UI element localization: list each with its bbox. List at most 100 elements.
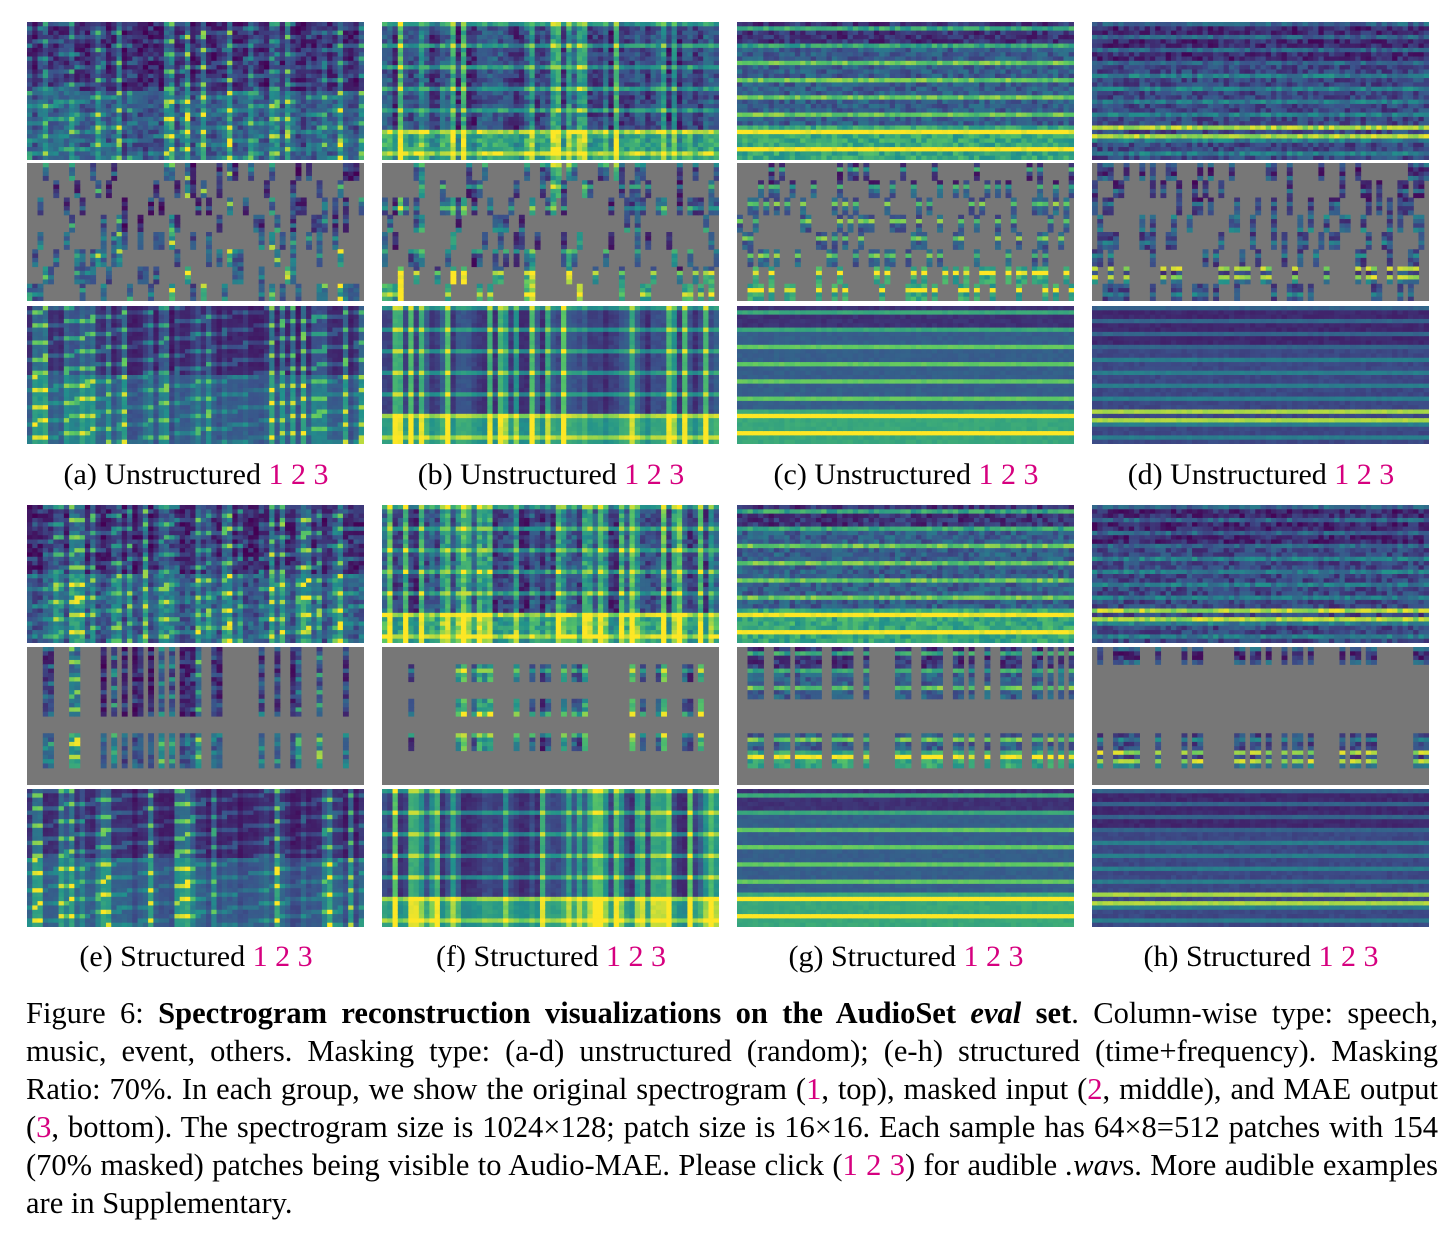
spectrogram-original-g-svg — [737, 505, 1074, 643]
audio-link-a-2[interactable]: 2 — [291, 458, 306, 491]
subcaption-h: (h) Structured 1 2 3 — [1084, 940, 1438, 974]
caption-bold-b: set — [1021, 996, 1072, 1030]
spectrogram-masked-e — [27, 647, 364, 785]
audio-link-h-2[interactable]: 2 — [1341, 940, 1356, 973]
subcaption-label-b: (b) Unstructured — [418, 458, 625, 491]
spectrogram-masked-f-svg — [382, 647, 719, 785]
spectrogram-original-e — [27, 505, 364, 643]
audio-link-g-2[interactable]: 2 — [986, 940, 1001, 973]
subcaption-label-a: (a) Unstructured — [64, 458, 269, 491]
caption-link-2[interactable]: 2 — [1087, 1072, 1102, 1106]
spectrogram-original-a-svg — [27, 22, 364, 160]
spectrogram-original-d-svg — [1092, 22, 1429, 160]
subcaption-e: (e) Structured 1 2 3 — [19, 940, 373, 974]
audio-link-b-1[interactable]: 1 — [624, 458, 639, 491]
audio-link-b-2[interactable]: 2 — [647, 458, 662, 491]
spectrogram-original-c-svg — [737, 22, 1074, 160]
spectrogram-reconstruction-d-svg — [1092, 306, 1429, 444]
spectrogram-masked-f — [382, 647, 719, 785]
spectrogram-original-b — [382, 22, 719, 160]
spectrogram-masked-b-svg — [382, 163, 719, 301]
spectrogram-masked-a-svg — [27, 163, 364, 301]
spectrogram-original-b-svg — [382, 22, 719, 160]
caption-text-2: , top), masked input ( — [821, 1072, 1087, 1106]
spectrogram-reconstruction-b — [382, 306, 719, 444]
spectrogram-reconstruction-g-svg — [737, 789, 1074, 927]
spectrogram-reconstruction-d — [1092, 306, 1429, 444]
audio-link-f-2[interactable]: 2 — [628, 940, 643, 973]
audio-link-h-1[interactable]: 1 — [1318, 940, 1333, 973]
subcaption-label-d: (d) Unstructured — [1128, 458, 1335, 491]
audio-link-d-3[interactable]: 3 — [1379, 458, 1394, 491]
subcaption-label-c: (c) Unstructured — [774, 458, 979, 491]
spectrogram-masked-c-svg — [737, 163, 1074, 301]
spectrogram-reconstruction-f-svg — [382, 789, 719, 927]
caption-link-1[interactable]: 1 — [806, 1072, 821, 1106]
audio-link-b-3[interactable]: 3 — [669, 458, 684, 491]
spectrogram-masked-c — [737, 163, 1074, 301]
spectrogram-reconstruction-g — [737, 789, 1074, 927]
audio-link-d-2[interactable]: 2 — [1357, 458, 1372, 491]
spectrogram-masked-g — [737, 647, 1074, 785]
audio-link-c-1[interactable]: 1 — [978, 458, 993, 491]
spectrogram-reconstruction-c-svg — [737, 306, 1074, 444]
caption-text-6: s. More audible examples are in Suppleme… — [26, 1148, 1438, 1220]
audio-link-g-3[interactable]: 3 — [1008, 940, 1023, 973]
caption-link-123[interactable]: 1 2 3 — [842, 1148, 905, 1182]
audio-link-c-3[interactable]: 3 — [1023, 458, 1038, 491]
audio-link-e-2[interactable]: 2 — [275, 940, 290, 973]
spectrogram-original-d — [1092, 22, 1429, 160]
spectrogram-reconstruction-b-svg — [382, 306, 719, 444]
subcaption-c: (c) Unstructured 1 2 3 — [729, 458, 1083, 492]
spectrogram-original-g — [737, 505, 1074, 643]
spectrogram-reconstruction-c — [737, 306, 1074, 444]
caption-link-3[interactable]: 3 — [36, 1110, 51, 1144]
audio-link-d-1[interactable]: 1 — [1334, 458, 1349, 491]
audio-link-e-3[interactable]: 3 — [298, 940, 313, 973]
spectrogram-reconstruction-h-svg — [1092, 789, 1429, 927]
spectrogram-masked-b — [382, 163, 719, 301]
audio-link-h-3[interactable]: 3 — [1363, 940, 1378, 973]
spectrogram-reconstruction-e-svg — [27, 789, 364, 927]
spectrogram-masked-g-svg — [737, 647, 1074, 785]
spectrogram-original-f-svg — [382, 505, 719, 643]
spectrogram-original-h-svg — [1092, 505, 1429, 643]
audio-link-a-1[interactable]: 1 — [268, 458, 283, 491]
figure-grid: (a) Unstructured 1 2 3 (b) Unstructured 1… — [19, 22, 1438, 974]
subcaption-d: (d) Unstructured 1 2 3 — [1084, 458, 1438, 492]
spectrogram-original-f — [382, 505, 719, 643]
spectrogram-original-e-svg — [27, 505, 364, 643]
audio-link-e-1[interactable]: 1 — [253, 940, 268, 973]
caption-text-5: ) for audible — [905, 1148, 1066, 1182]
subcaption-label-g: (g) Structured — [789, 940, 964, 973]
audio-link-a-3[interactable]: 3 — [313, 458, 328, 491]
spectrogram-reconstruction-a-svg — [27, 306, 364, 444]
caption-text-3: , middle), and MAE output ( — [26, 1072, 1438, 1144]
spectrogram-original-c — [737, 22, 1074, 160]
spectrogram-masked-h-svg — [1092, 647, 1429, 785]
caption-text-1: . Column-wise type: speech, music, event… — [26, 996, 1438, 1106]
audio-link-g-1[interactable]: 1 — [963, 940, 978, 973]
caption-wav: .wav — [1066, 1148, 1123, 1182]
caption-prefix: Figure 6: — [26, 996, 158, 1030]
spectrogram-masked-d-svg — [1092, 163, 1429, 301]
spectrogram-reconstruction-e — [27, 789, 364, 927]
spectrogram-masked-a — [27, 163, 364, 301]
audio-link-f-1[interactable]: 1 — [606, 940, 621, 973]
subcaption-g: (g) Structured 1 2 3 — [729, 940, 1083, 974]
caption-bold-title: Spectrogram reconstruction visualization… — [158, 996, 1071, 1030]
spectrogram-original-a — [27, 22, 364, 160]
spectrogram-masked-h — [1092, 647, 1429, 785]
spectrogram-reconstruction-h — [1092, 789, 1429, 927]
caption-bold-a: Spectrogram reconstruction visualization… — [158, 996, 970, 1030]
spectrogram-reconstruction-a — [27, 306, 364, 444]
caption-bold-italic: eval — [970, 996, 1021, 1030]
spectrogram-masked-e-svg — [27, 647, 364, 785]
spectrogram-reconstruction-f — [382, 789, 719, 927]
subcaption-label-f: (f) Structured — [436, 940, 606, 973]
audio-link-c-2[interactable]: 2 — [1001, 458, 1016, 491]
spectrogram-original-h — [1092, 505, 1429, 643]
subcaption-label-e: (e) Structured — [79, 940, 252, 973]
audio-link-f-3[interactable]: 3 — [651, 940, 666, 973]
spectrogram-masked-d — [1092, 163, 1429, 301]
